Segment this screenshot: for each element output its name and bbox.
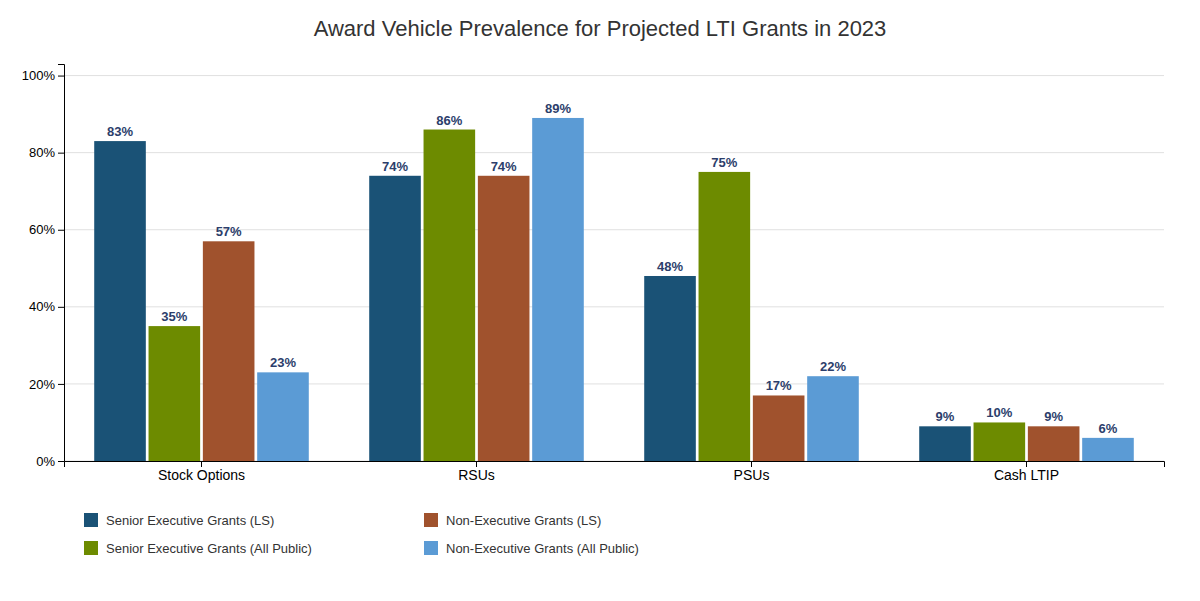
tick-label: Stock Options <box>158 467 245 483</box>
legend-label: Senior Executive Grants (All Public) <box>106 541 312 556</box>
tick-label: RSUs <box>458 467 495 483</box>
data-labels: 83% 74% 48% 9% 35% 86% 75% 10% 57% 74% 17% 9% 23% 89%… <box>107 101 1118 436</box>
bar <box>1082 438 1134 461</box>
data-label: 10% <box>986 405 1012 420</box>
tick-label: PSUs <box>734 467 770 483</box>
tick: 80% <box>29 145 64 160</box>
legend: Senior Executive Grants (LS) Senior Execu… <box>84 513 639 556</box>
data-label: 48% <box>657 259 683 274</box>
bar <box>807 376 859 461</box>
bar <box>94 141 146 461</box>
data-label: 6% <box>1099 421 1118 436</box>
plot: 0% 20% 40% 60% 80% 100% Stock Options RSUs PSUs C… <box>22 65 1165 483</box>
data-label: 57% <box>216 224 242 239</box>
data-label: 83% <box>107 124 133 139</box>
grid-line <box>64 75 1164 76</box>
tick-label: 60% <box>29 222 55 237</box>
tick: 0% <box>36 454 64 469</box>
bar <box>644 276 696 461</box>
data-label: 74% <box>491 159 517 174</box>
data-label: 86% <box>436 113 462 128</box>
bar <box>699 172 751 461</box>
tick-label: Cash LTIP <box>994 467 1059 483</box>
bar <box>974 422 1026 461</box>
legend-swatch <box>424 541 438 555</box>
bar <box>149 326 201 461</box>
bars <box>94 118 1134 461</box>
data-label: 9% <box>936 409 955 424</box>
bar <box>1028 426 1080 461</box>
tick: 40% <box>29 299 64 314</box>
grid <box>64 76 1164 461</box>
data-label: 17% <box>766 378 792 393</box>
tick: Stock Options <box>158 461 245 483</box>
tick-mark <box>58 461 64 462</box>
tick: 100% <box>22 68 64 83</box>
legend-label: Non-Executive Grants (All Public) <box>446 541 639 556</box>
legend-item: Senior Executive Grants (LS) <box>84 513 274 528</box>
legend-swatch <box>84 513 98 527</box>
x-axis: Stock Options RSUs PSUs Cash LTIP <box>65 461 1165 483</box>
data-label: 23% <box>270 355 296 370</box>
legend-item: Non-Executive Grants (LS) <box>424 513 601 528</box>
data-label: 89% <box>545 101 571 116</box>
bar <box>753 395 805 461</box>
bar <box>424 130 476 461</box>
tick-label: 40% <box>29 299 55 314</box>
tick-label: 100% <box>22 68 56 83</box>
legend-label: Senior Executive Grants (LS) <box>106 513 274 528</box>
grid-line <box>64 152 1164 153</box>
data-label: 74% <box>382 159 408 174</box>
bar <box>257 372 309 461</box>
title: Award Vehicle Prevalence for Projected L… <box>314 16 887 41</box>
tick-mark <box>58 384 64 385</box>
tick-label: 0% <box>36 454 55 469</box>
tick: Cash LTIP <box>994 461 1059 483</box>
tick-label: 20% <box>29 377 55 392</box>
y-axis: 0% 20% 40% 60% 80% 100% <box>22 65 65 469</box>
data-label: 22% <box>820 359 846 374</box>
legend-item: Senior Executive Grants (All Public) <box>84 541 312 556</box>
bar <box>919 426 971 461</box>
legend-item: Non-Executive Grants (All Public) <box>424 541 639 556</box>
tick: 20% <box>29 377 64 392</box>
legend-label: Non-Executive Grants (LS) <box>446 513 601 528</box>
bar <box>203 241 255 461</box>
tick-mark <box>58 230 64 231</box>
bar <box>369 176 421 461</box>
legend-swatch <box>84 541 98 555</box>
tick: RSUs <box>458 461 495 483</box>
tick-label: 80% <box>29 145 55 160</box>
bar <box>478 176 530 461</box>
data-label: 75% <box>711 155 737 170</box>
bar <box>532 118 584 461</box>
data-label: 9% <box>1044 409 1063 424</box>
tick: 60% <box>29 222 64 237</box>
legend-swatch <box>424 513 438 527</box>
axis-line <box>58 65 65 462</box>
tick-mark <box>58 153 64 154</box>
tick-mark <box>58 76 64 77</box>
data-label: 35% <box>161 309 187 324</box>
tick-mark <box>58 307 64 308</box>
tick: PSUs <box>734 461 770 483</box>
chart: Award Vehicle Prevalence for Projected L… <box>0 0 1200 601</box>
